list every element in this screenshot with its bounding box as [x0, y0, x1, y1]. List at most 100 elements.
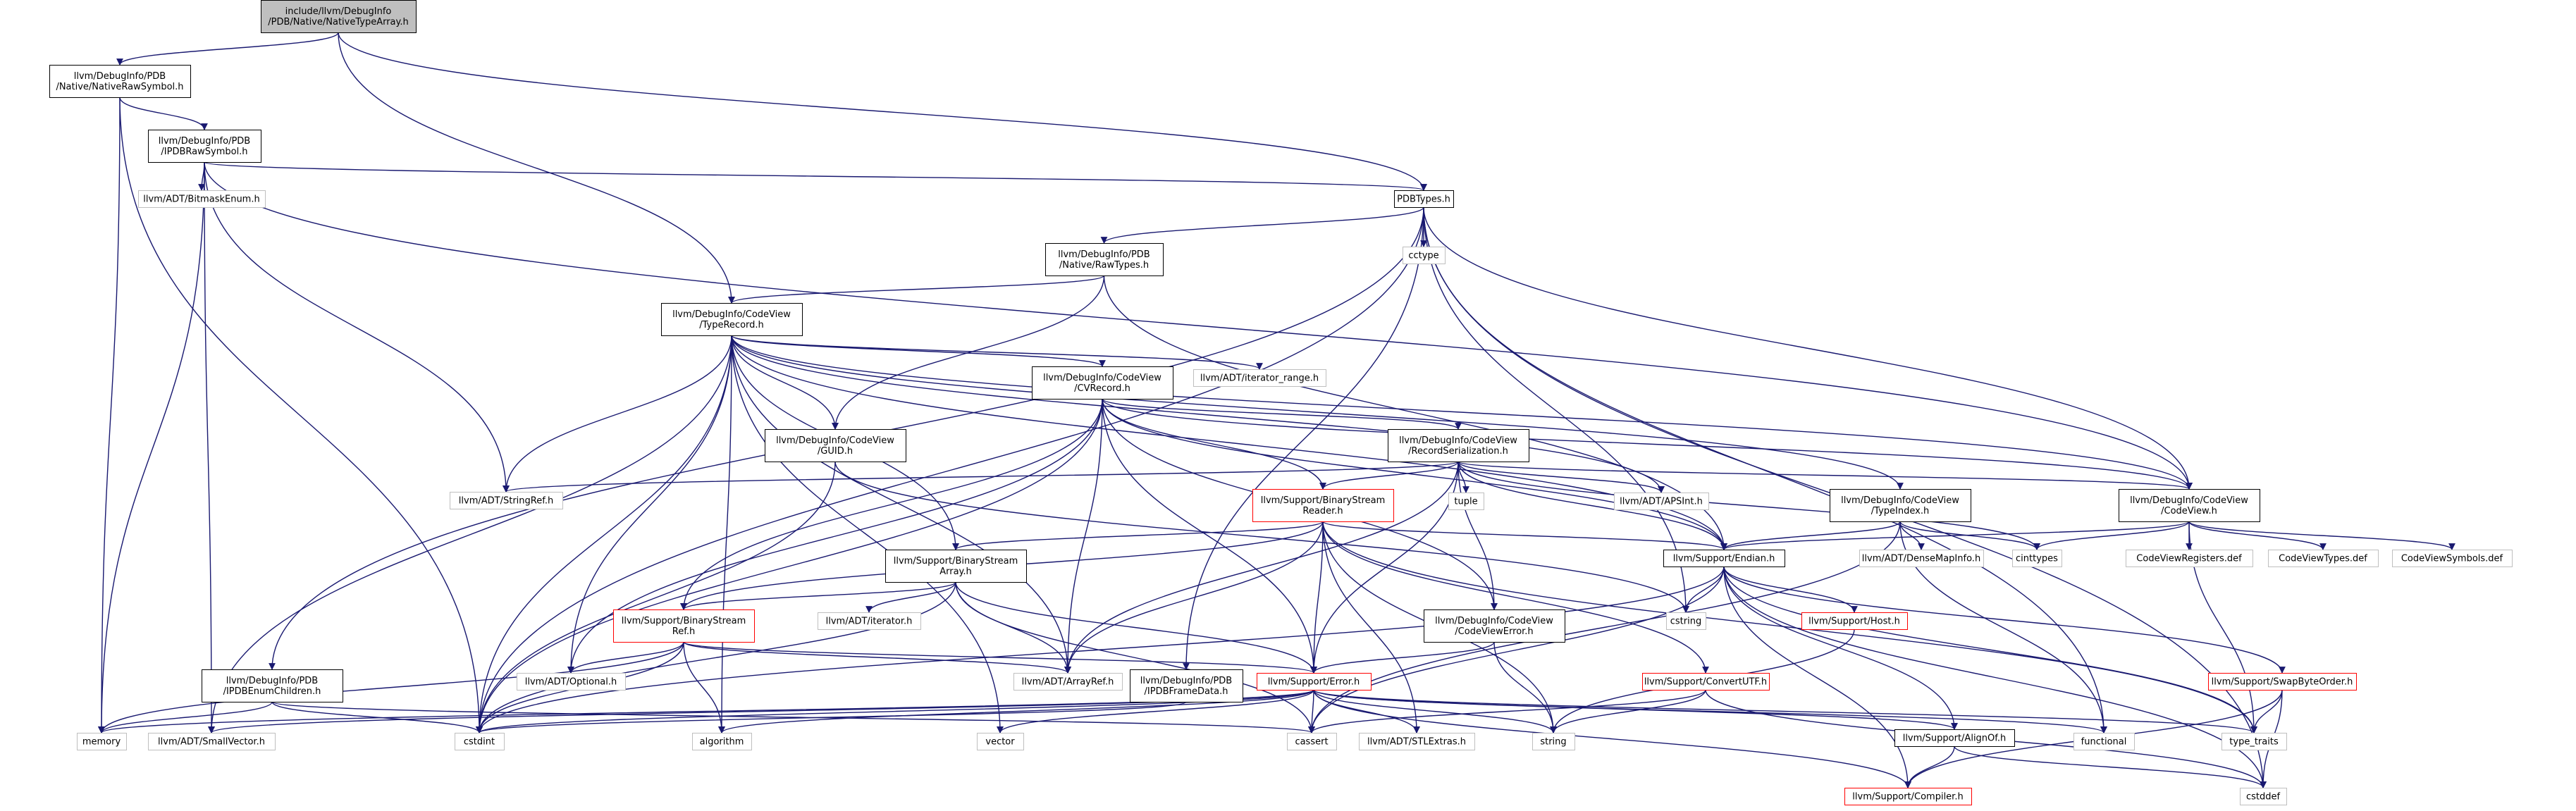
- node-swapbyteorder[interactable]: llvm/Support/SwapByteOrder.h: [2208, 673, 2357, 691]
- node-convertutf[interactable]: llvm/Support/ConvertUTF.h: [1642, 673, 1770, 691]
- edge-path: [98, 161, 205, 733]
- edge-typerecord-to-arrayref: [731, 335, 1071, 674]
- edge-path: [476, 566, 1725, 733]
- node-compiler[interactable]: llvm/Support/Compiler.h: [1844, 788, 1972, 805]
- node-box: [1252, 489, 1394, 522]
- edge-endian-to-host: [1723, 566, 1858, 613]
- edge-recordserialization-to-endian: [1458, 461, 1727, 550]
- node-functional[interactable]: functional: [2073, 733, 2135, 750]
- node-stlextras[interactable]: llvm/ADT/STLExtras.h: [1359, 733, 1475, 750]
- node-cvrecord[interactable]: llvm/DebugInfo/CodeView/CVRecord.h: [1032, 366, 1173, 400]
- edge-path: [1423, 206, 1689, 613]
- edge-path: [1458, 461, 1665, 493]
- node-algorithm[interactable]: algorithm: [692, 733, 752, 750]
- edge-path: [2188, 521, 2455, 550]
- edge-path: [2250, 689, 2283, 733]
- node-guid[interactable]: llvm/DebugInfo/CodeView/GUID.h: [765, 429, 906, 462]
- edge-path: [731, 335, 1904, 490]
- node-alignof[interactable]: llvm/Support/AlignOf.h: [1894, 729, 2015, 747]
- node-pdbtypes[interactable]: PDBTypes.h: [1394, 190, 1454, 208]
- node-cinttypes[interactable]: cinttypes: [2012, 550, 2062, 567]
- node-codeviewerror[interactable]: llvm/DebugInfo/CodeView/CodeViewError.h: [1424, 609, 1565, 643]
- node-cctype[interactable]: cctype: [1403, 247, 1446, 264]
- edge-pdbtypes-to-cstdint: [476, 206, 1424, 733]
- node-label: include/llvm/DebugInfo: [285, 6, 392, 17]
- node-apsint[interactable]: llvm/ADT/APSInt.h: [1614, 493, 1709, 510]
- node-adtiterator[interactable]: llvm/ADT/iterator.h: [818, 612, 921, 630]
- node-cstdint[interactable]: cstdint: [455, 733, 505, 750]
- node-rawtypes[interactable]: llvm/DebugInfo/PDB/Native/RawTypes.h: [1045, 243, 1164, 276]
- node-box: [450, 492, 563, 509]
- edge-alignof-to-cstddef: [1954, 745, 2267, 788]
- node-box: [202, 669, 343, 702]
- node-ipdbenumchildren[interactable]: llvm/DebugInfo/PDB/IPDBEnumChildren.h: [202, 669, 343, 702]
- edge-ipdbrawsymbol-to-codeview: [204, 161, 2193, 490]
- edge-binarystreamref-to-arrayref: [683, 641, 1071, 674]
- node-type_traits[interactable]: type_traits: [2221, 733, 2287, 750]
- node-label: llvm/DebugInfo/CodeView: [1043, 373, 1161, 383]
- node-label: PDBTypes.h: [1397, 194, 1450, 205]
- node-stringref[interactable]: llvm/ADT/StringRef.h: [450, 492, 563, 509]
- node-label: cctype: [1408, 251, 1438, 261]
- node-codeviewsymbols[interactable]: CodeViewSymbols.def: [2392, 550, 2513, 567]
- node-ipdbrawsymbol[interactable]: llvm/DebugInfo/PDB/IPDBRawSymbol.h: [148, 130, 261, 163]
- node-endian[interactable]: llvm/Support/Endian.h: [1663, 550, 1785, 567]
- edge-pdbtypes-to-cstring: [1423, 206, 1689, 613]
- node-box: [1844, 788, 1972, 805]
- edge-path: [1720, 521, 1901, 550]
- edge-typerecord-to-iterator_range: [731, 335, 1263, 370]
- edge-path: [834, 461, 1689, 613]
- edge-error-to-smallvector: [208, 689, 1314, 733]
- edge-ipdbrawsymbol-to-memory: [98, 161, 205, 733]
- node-typeindex[interactable]: llvm/DebugInfo/CodeView/TypeIndex.h: [1830, 489, 1971, 522]
- edge-typerecord-to-cstdint: [476, 335, 732, 733]
- edge-path: [2188, 521, 2327, 550]
- node-tuple[interactable]: tuple: [1448, 493, 1484, 510]
- node-codeview[interactable]: llvm/DebugInfo/CodeView/CodeView.h: [2119, 489, 2260, 522]
- node-box: [1666, 612, 1706, 630]
- node-nativerawsymbol[interactable]: llvm/DebugInfo/PDB/Native/NativeRawSymbo…: [49, 65, 191, 98]
- node-label: llvm/DebugInfo/PDB: [226, 676, 318, 686]
- edge-typerecord-to-guid: [731, 335, 839, 430]
- node-string[interactable]: string: [1532, 733, 1575, 750]
- node-ipdbframedata[interactable]: llvm/DebugInfo/PDB/IPDBFrameData.h: [1130, 669, 1243, 702]
- node-vector[interactable]: vector: [977, 733, 1024, 750]
- edge-error-to-stlextras: [1313, 689, 1420, 733]
- node-label: llvm/Support/BinaryStream: [622, 616, 746, 626]
- node-cstring[interactable]: cstring: [1666, 612, 1706, 630]
- node-typerecord[interactable]: llvm/DebugInfo/CodeView/TypeRecord.h: [661, 303, 803, 336]
- node-recordserialization[interactable]: llvm/DebugInfo/CodeView/RecordSerializat…: [1388, 429, 1529, 462]
- edge-typerecord-to-algorithm: [718, 335, 732, 733]
- node-box: [692, 733, 752, 750]
- node-label: llvm/DebugInfo/CodeView: [672, 309, 791, 320]
- node-smallvector[interactable]: llvm/ADT/SmallVector.h: [148, 733, 276, 750]
- edge-path: [119, 97, 208, 130]
- edge-typerecord-to-apsint: [731, 335, 1665, 493]
- node-codeviewregisters[interactable]: CodeViewRegisters.def: [2126, 550, 2253, 567]
- node-cassert[interactable]: cassert: [1287, 733, 1337, 750]
- node-optional[interactable]: llvm/ADT/Optional.h: [517, 673, 626, 691]
- node-label: llvm/DebugInfo/CodeView: [776, 435, 894, 446]
- node-box: [613, 609, 755, 643]
- node-bitmaskenum[interactable]: llvm/ADT/BitmaskEnum.h: [138, 190, 266, 208]
- edge-path: [476, 206, 1424, 733]
- edge-path: [731, 335, 1071, 674]
- node-codeviewtypes[interactable]: CodeViewTypes.def: [2268, 550, 2379, 567]
- node-host[interactable]: llvm/Support/Host.h: [1801, 612, 1908, 630]
- node-box: [818, 612, 921, 630]
- node-cstddef[interactable]: cstddef: [2240, 788, 2287, 805]
- edge-rawtypes-to-guid: [832, 275, 1105, 430]
- edge-path: [567, 335, 732, 674]
- node-error[interactable]: llvm/Support/Error.h: [1257, 673, 1372, 691]
- node-memory[interactable]: memory: [77, 733, 127, 750]
- node-root[interactable]: include/llvm/DebugInfo/PDB/Native/Native…: [261, 0, 417, 33]
- edge-path: [683, 641, 1071, 674]
- edge-path: [731, 335, 1263, 370]
- node-iterator_range[interactable]: llvm/ADT/iterator_range.h: [1193, 369, 1326, 387]
- node-arrayref[interactable]: llvm/ADT/ArrayRef.h: [1013, 673, 1123, 691]
- node-densemapinfo[interactable]: llvm/ADT/DenseMapInfo.h: [1859, 550, 1984, 567]
